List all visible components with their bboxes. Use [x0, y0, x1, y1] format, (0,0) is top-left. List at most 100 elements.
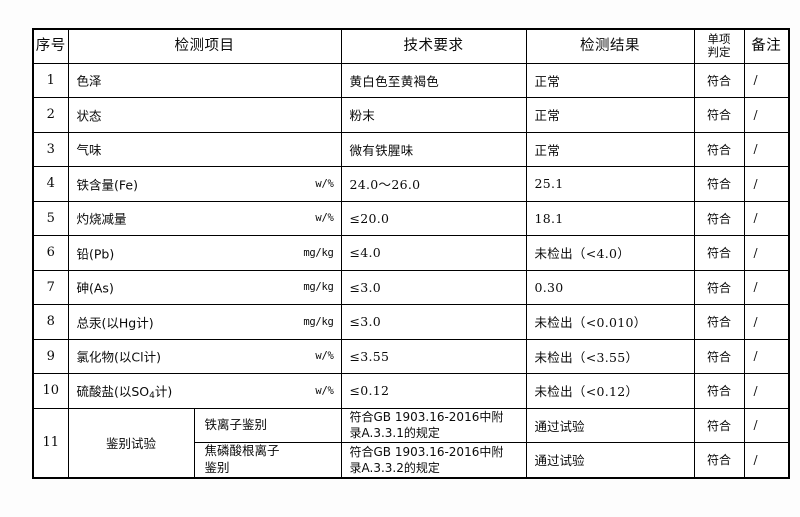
item-label: 氯化物(以Cl计)	[76, 349, 161, 365]
cell-item: 砷(As) mg/kg	[67, 269, 342, 305]
cell-sub-item: 焦磷酸根离子 鉴别	[193, 441, 342, 479]
cell-no: 5	[32, 200, 69, 236]
cell-item: 铅(Pb) mg/kg	[67, 235, 342, 271]
cell-result: 未检出（<0.010）	[525, 304, 695, 340]
table-row: 6 铅(Pb) mg/kg ≤4.0 未检出（<4.0） 符合 /	[32, 235, 790, 271]
cell-item: 鉴别试验	[67, 407, 195, 479]
cell-item: 灼烧减量 w/%	[67, 200, 342, 236]
cell-judgement: 符合	[693, 373, 745, 409]
table-row: 10 硫酸盐(以SO4计) w/% ≤0.12 未检出（<0.12） 符合 /	[32, 373, 790, 409]
cell-requirement: ≤20.0	[340, 200, 527, 236]
item-unit: mg/kg	[303, 246, 334, 259]
cell-requirement: 符合GB 1903.16-2016中附 录A.3.3.2的规定	[340, 441, 527, 479]
cell-requirement: 24.0～26.0	[340, 166, 527, 202]
cell-requirement: ≤3.0	[340, 304, 527, 340]
item-label: 色泽	[76, 73, 102, 89]
cell-note: /	[743, 97, 790, 133]
item-label: 铁含量(Fe)	[76, 177, 138, 193]
cell-result: 未检出（<0.12）	[525, 373, 695, 409]
cell-judgement: 符合	[693, 97, 745, 133]
header-judgement-line1: 单项	[707, 32, 731, 47]
table-body: 1 色泽 黄白色至黄褐色 正常 符合/2 状态 粉末 正常 符合/3 气味 微有铁腥味 正常 符合/4 铁…	[32, 62, 790, 479]
table-row: 焦磷酸根离子 鉴别 符合GB 1903.16-2016中附 录A.3.3.2的规定 通过…	[33, 441, 790, 479]
cell-judgement: 符合	[693, 235, 745, 271]
cell-no: 3	[32, 131, 69, 167]
cell-note: /	[743, 304, 790, 340]
cell-item: 总汞(以Hg计) mg/kg	[67, 304, 342, 340]
cell-judgement: 符合	[693, 131, 745, 167]
cell-result: 0.30	[525, 269, 695, 305]
cell-requirement: 粉末	[340, 97, 527, 133]
cell-result: 通过试验	[525, 441, 695, 479]
cell-item: 色泽	[67, 62, 342, 98]
header-item: 检测项目	[67, 28, 342, 64]
item-unit: w/%	[315, 177, 334, 190]
item-unit: w/%	[315, 212, 334, 225]
table-row: 5 灼烧减量 w/% ≤20.0 18.1 符合 /	[32, 200, 790, 236]
cell-requirement: 微有铁腥味	[340, 131, 527, 167]
item-unit: w/%	[315, 350, 334, 363]
item-unit: w/%	[315, 384, 334, 397]
cell-judgement: 符合	[693, 407, 745, 443]
header-no: 序号	[32, 28, 69, 64]
cell-result: 通过试验	[525, 407, 695, 443]
header-note: 备注	[743, 28, 790, 64]
cell-item: 氯化物(以Cl计) w/%	[67, 338, 342, 374]
cell-requirement: ≤0.12	[340, 373, 527, 409]
cell-result: 正常	[525, 131, 695, 167]
table-row: 8 总汞(以Hg计) mg/kg ≤3.0 未检出（<0.010） 符合 /	[32, 304, 790, 340]
cell-note: /	[743, 166, 790, 202]
cell-note: /	[743, 373, 790, 409]
cell-no: 6	[32, 235, 69, 271]
item-unit: mg/kg	[303, 281, 334, 294]
cell-result: 18.1	[525, 200, 695, 236]
cell-judgement: 符合	[693, 62, 745, 98]
table-row: 2 状态 粉末 正常 符合 /	[32, 97, 790, 133]
cell-item: 气味	[67, 131, 342, 167]
cell-note: /	[743, 407, 790, 443]
item-label: 硫酸盐(以SO4计)	[76, 383, 173, 401]
cell-no: 1	[32, 62, 69, 98]
cell-judgement: 符合	[693, 200, 745, 236]
table-row: 3 气味 微有铁腥味 正常 符合 /	[32, 131, 790, 167]
item-label: 砷(As)	[76, 280, 114, 296]
cell-requirement: ≤3.0	[340, 269, 527, 305]
table-row: 9 氯化物(以Cl计) w/% ≤3.55 未检出（<3.55） 符合 /	[32, 338, 790, 374]
cell-note: /	[743, 235, 790, 271]
item-label: 状态	[76, 108, 102, 124]
header-result: 检测结果	[525, 28, 695, 64]
header-judgement-line2: 判定	[707, 45, 731, 60]
cell-judgement: 符合	[693, 166, 745, 202]
cell-requirement: ≤3.55	[340, 338, 527, 374]
cell-judgement: 符合	[693, 304, 745, 340]
cell-requirement: ≤4.0	[340, 235, 527, 271]
cell-note: /	[743, 131, 790, 167]
cell-no: 11	[32, 407, 69, 479]
cell-note: /	[743, 62, 790, 98]
cell-result: 25.1	[525, 166, 695, 202]
header-requirement: 技术要求	[340, 28, 527, 64]
inspection-results-table: 序号 检测项目 技术要求 检测结果 单项 判定 备注 1 色泽 黄白色至黄褐色 正常符…	[32, 28, 790, 479]
table-row: 11 鉴别试验 铁离子鉴别 符合GB 1903.16-2016中附 录A.3.3.1的规…	[32, 407, 790, 479]
header-judgement: 单项 判定	[693, 28, 745, 64]
cell-note: /	[743, 441, 790, 479]
cell-no: 10	[32, 373, 69, 409]
cell-no: 4	[32, 166, 69, 202]
cell-no: 7	[32, 269, 69, 305]
cell-result: 正常	[525, 62, 695, 98]
cell-item: 硫酸盐(以SO4计) w/%	[67, 373, 342, 409]
item-label: 总汞(以Hg计)	[76, 315, 154, 331]
cell-judgement: 符合	[693, 269, 745, 305]
cell-note: /	[743, 269, 790, 305]
cell-requirement: 符合GB 1903.16-2016中附 录A.3.3.1的规定	[340, 407, 527, 443]
cell-result: 正常	[525, 97, 695, 133]
cell-no: 2	[32, 97, 69, 133]
table-row: 4 铁含量(Fe) w/% 24.0～26.0 25.1 符合 /	[32, 166, 790, 202]
cell-result: 未检出（<3.55）	[525, 338, 695, 374]
cell-note: /	[743, 200, 790, 236]
item-label: 气味	[76, 142, 102, 158]
cell-judgement: 符合	[693, 441, 745, 479]
cell-item: 铁含量(Fe) w/%	[67, 166, 342, 202]
table-row: 1 色泽 黄白色至黄褐色 正常 符合 /	[32, 62, 790, 98]
cell-no: 8	[32, 304, 69, 340]
